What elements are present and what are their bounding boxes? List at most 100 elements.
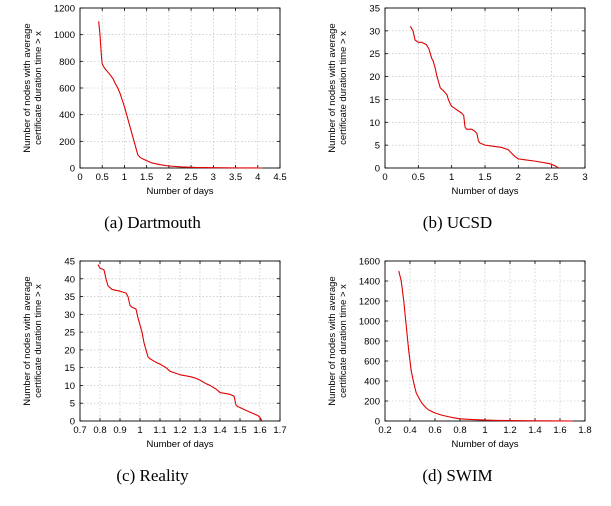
y-tick-label: 25 — [369, 49, 380, 60]
x-tick-label: 0 — [382, 172, 387, 183]
x-tick-label: 1.4 — [213, 425, 226, 436]
x-tick-label: 2 — [166, 172, 171, 183]
x-tick-label: 1.5 — [478, 172, 491, 183]
caption-reality: (c) Reality — [116, 466, 189, 485]
x-tick-label: 1.6 — [253, 425, 266, 436]
y-tick-label: 15 — [64, 363, 75, 374]
x-tick-label: 3 — [211, 172, 216, 183]
x-tick-label: 1.2 — [173, 425, 186, 436]
x-tick-label: 0.8 — [453, 425, 466, 436]
y-tick-label: 1000 — [54, 30, 75, 41]
y-tick-label: 15 — [369, 95, 380, 106]
caption-swim: (d) SWIM — [422, 466, 493, 485]
y-tick-label: 200 — [364, 397, 380, 408]
y-tick-label: 400 — [364, 377, 380, 388]
y-axis-label: Number of nodes with averagecertificate … — [327, 276, 349, 405]
series-line-ucsd — [409, 26, 559, 169]
y-tick-label: 0 — [375, 417, 380, 428]
y-tick-label: 30 — [64, 310, 75, 321]
y-tick-label: 1000 — [359, 317, 380, 328]
y-tick-label: 40 — [64, 274, 75, 285]
plot-frame — [79, 7, 281, 169]
series-line-swim — [398, 270, 573, 422]
plot-frame — [79, 260, 281, 422]
y-tick-label: 1400 — [359, 277, 380, 288]
caption-dartmouth: (a) Dartmouth — [104, 213, 201, 232]
x-tick-label: 0.7 — [73, 425, 86, 436]
x-tick-label: 1.5 — [140, 172, 153, 183]
plot-frame — [384, 7, 586, 169]
y-tick-label: 800 — [59, 57, 75, 68]
y-axis-label: Number of nodes with averagecertificate … — [327, 23, 349, 152]
x-tick-label: 0.5 — [96, 172, 109, 183]
y-tick-label: 5 — [70, 399, 75, 410]
y-tick-label: 1600 — [359, 257, 380, 268]
x-tick-label: 1 — [122, 172, 127, 183]
series-line-dartmouth — [98, 21, 263, 169]
x-tick-label: 1.1 — [153, 425, 166, 436]
chart-panel-dartmouth: 0 0.5 1 1.5 2 2.5 3 3.5 4 4.5 0 200 400 600 800 1000 120… — [0, 0, 305, 253]
chart-panel-reality: 0.7 0.8 0.9 1 1.1 1.2 1.3 1.4 1.5 1.6 1.7 0 5 10 15 20 2… — [0, 253, 305, 506]
x-tick-label: 2.5 — [185, 172, 198, 183]
x-axis-label: Number of days — [451, 439, 518, 450]
y-tick-label: 10 — [64, 381, 75, 392]
caption-ucsd: (b) UCSD — [422, 213, 493, 232]
x-tick-label: 3 — [582, 172, 587, 183]
x-tick-label: 1 — [482, 425, 487, 436]
x-tick-label: 1 — [449, 172, 454, 183]
y-tick-label: 5 — [375, 141, 380, 152]
x-tick-label: 1.5 — [233, 425, 246, 436]
y-tick-label: 600 — [364, 357, 380, 368]
y-tick-label: 1200 — [54, 4, 75, 15]
y-tick-label: 25 — [64, 328, 75, 339]
y-tick-label: 600 — [59, 84, 75, 95]
y-tick-label: 20 — [369, 72, 380, 83]
chart-reality: 0.7 0.8 0.9 1 1.1 1.2 1.3 1.4 1.5 1.6 1.7 0 5 10 15 20 2… — [22, 257, 287, 451]
y-tick-label: 1200 — [359, 297, 380, 308]
y-tick-label: 800 — [364, 337, 380, 348]
x-axis-label: Number of days — [451, 186, 518, 197]
y-axis-label: Number of nodes with averagecertificate … — [22, 276, 44, 405]
chart-panel-swim: 0.2 0.4 0.6 0.8 1 1.2 1.4 1.6 1.8 0 200 400 600 800 10… — [305, 253, 610, 506]
x-tick-label: 0.9 — [113, 425, 126, 436]
y-tick-label: 200 — [59, 137, 75, 148]
x-tick-label: 1.4 — [528, 425, 541, 436]
x-tick-label: 4.5 — [273, 172, 286, 183]
y-tick-label: 0 — [70, 417, 75, 428]
y-tick-label: 35 — [369, 4, 380, 15]
x-tick-label: 2.5 — [545, 172, 558, 183]
x-tick-label: 0.2 — [378, 425, 391, 436]
y-tick-label: 20 — [64, 345, 75, 356]
x-axis-label: Number of days — [146, 439, 213, 450]
x-tick-label: 1.7 — [273, 425, 286, 436]
y-axis-label: Number of nodes with averagecertificate … — [22, 23, 44, 152]
x-tick-label: 0 — [77, 172, 82, 183]
x-tick-label: 1.3 — [193, 425, 206, 436]
y-tick-label: 400 — [59, 110, 75, 121]
x-tick-label: 2 — [516, 172, 521, 183]
x-tick-label: 0.5 — [412, 172, 425, 183]
plot-frame — [384, 260, 586, 422]
y-tick-label: 0 — [70, 164, 75, 175]
x-tick-label: 1.2 — [503, 425, 516, 436]
x-tick-label: 3.5 — [229, 172, 242, 183]
y-tick-label: 0 — [375, 164, 380, 175]
y-tick-label: 10 — [369, 118, 380, 129]
chart-panel-ucsd: 0 0.5 1 1.5 2 2.5 3 0 5 10 15 20 25 30 35 Number of day… — [305, 0, 610, 253]
chart-swim: 0.2 0.4 0.6 0.8 1 1.2 1.4 1.6 1.8 0 200 400 600 800 10… — [327, 257, 592, 451]
x-axis-label: Number of days — [146, 186, 213, 197]
x-tick-label: 1.6 — [553, 425, 566, 436]
x-tick-label: 1.8 — [578, 425, 591, 436]
x-tick-label: 4 — [255, 172, 260, 183]
x-tick-label: 0.6 — [428, 425, 441, 436]
chart-dartmouth: 0 0.5 1 1.5 2 2.5 3 3.5 4 4.5 0 200 400 600 800 1000 120… — [22, 4, 287, 198]
series-line-reality — [97, 264, 263, 422]
y-tick-label: 45 — [64, 257, 75, 268]
y-tick-label: 30 — [369, 26, 380, 37]
x-tick-label: 0.8 — [93, 425, 106, 436]
x-tick-label: 1 — [137, 425, 142, 436]
y-tick-label: 35 — [64, 292, 75, 303]
x-tick-label: 0.4 — [403, 425, 416, 436]
